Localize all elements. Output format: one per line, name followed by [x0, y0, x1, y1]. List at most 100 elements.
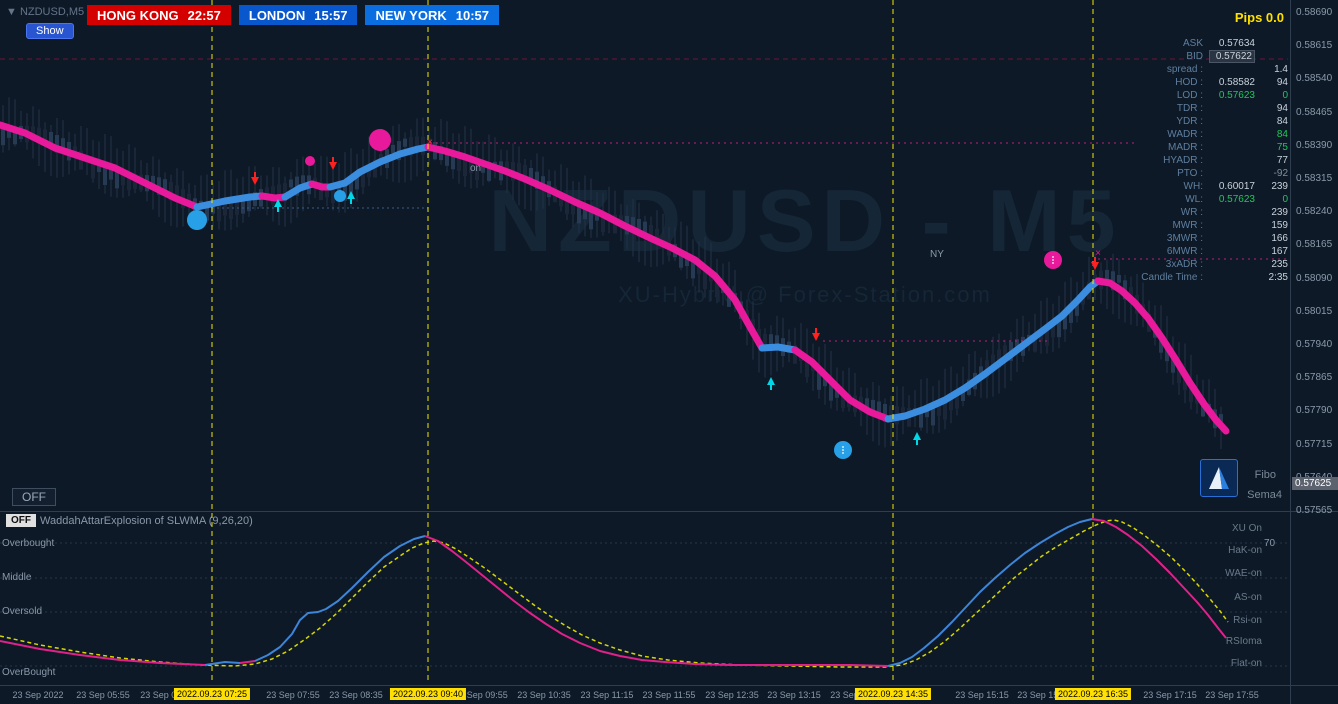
stat-label: TDR : [1176, 103, 1203, 114]
stat-label: WH: [1183, 181, 1203, 192]
stat-label: spread : [1166, 64, 1203, 75]
chart-annotation: on [470, 163, 482, 174]
time-label: 23 Sep 17:55 [1205, 690, 1259, 700]
svg-text:×: × [1095, 248, 1101, 259]
stat-label: WADR : [1167, 129, 1203, 140]
stat-row-lod: LOD : 0.57623 0 [1118, 89, 1288, 102]
toggle-wae-on[interactable]: WAE-on [1225, 568, 1262, 579]
price-label: 0.57790 [1296, 405, 1333, 417]
sema4-label[interactable]: Sema4 [1247, 489, 1282, 501]
stat-label: MWR : [1172, 220, 1203, 231]
session-time: 15:57 [314, 7, 348, 23]
indicator-level-label: Overbought [2, 538, 55, 549]
stat-label: HOD : [1175, 77, 1203, 88]
stat-label: MADR : [1168, 142, 1203, 153]
stat-row-ask: ASK 0.57634 [1118, 37, 1288, 50]
stat-label: Candle Time : [1141, 272, 1203, 283]
stat-row-wl: WL: 0.57623 0 [1118, 193, 1288, 206]
session-badge-new-york: NEW YORK 10:57 [365, 5, 499, 25]
time-label: 23 Sep 13:15 [767, 690, 821, 700]
stat-label: WL: [1185, 194, 1203, 205]
session-name: LONDON [248, 7, 306, 23]
stat-num: 75 [1276, 142, 1288, 153]
time-label: 23 Sep 11:15 [580, 690, 634, 700]
stat-row-hyadr: HYADR : 77 [1118, 154, 1288, 167]
price-label: 0.58240 [1296, 206, 1333, 218]
indicator-level-label: Middle [2, 572, 32, 583]
stat-row-wadr: WADR : 84 [1118, 128, 1288, 141]
price-chart[interactable]: ×× [0, 0, 1290, 686]
time-label: 23 Sep 17:15 [1143, 690, 1197, 700]
indicator-level-label: Oversold [2, 606, 43, 617]
stat-label: 3MWR : [1166, 233, 1203, 244]
session-time-highlight: 2022.09.23 16:35 [1054, 688, 1132, 700]
stat-num: 0 [1282, 90, 1288, 101]
stat-row-pto: PTO : -92 [1118, 167, 1288, 180]
price-label: 0.58165 [1296, 239, 1333, 251]
session-name: HONG KONG [97, 7, 179, 23]
stat-num: 239 [1271, 181, 1288, 192]
pips-counter: Pips 0.0 [1234, 10, 1284, 25]
session-badge-london: LONDON 15:57 [238, 5, 358, 25]
stat-num: 77 [1276, 155, 1288, 166]
time-label: 23 Sep 10:35 [517, 690, 571, 700]
toggle-hak-on[interactable]: HaK-on [1228, 545, 1262, 556]
stat-value: 0.60017 [1218, 181, 1255, 192]
price-label: 0.57565 [1296, 505, 1333, 516]
stat-num: 0 [1282, 194, 1288, 205]
session-time: 22:57 [187, 7, 221, 23]
fibo-label[interactable]: Fibo [1254, 469, 1276, 481]
axis-separator [0, 685, 1338, 686]
session-time: 10:57 [455, 7, 489, 23]
price-axis[interactable]: 0.58690 0.58615 0.58540 0.58465 0.58390 0.583… [1290, 0, 1338, 704]
pane-separator[interactable] [0, 511, 1338, 512]
indicator-scale-label: 70 [1264, 538, 1276, 549]
indicator-level-label: OverBought [2, 667, 56, 678]
chart-annotation: NY [930, 249, 944, 260]
price-label: 0.57715 [1296, 438, 1333, 450]
toggle-as-on[interactable]: AS-on [1234, 592, 1262, 603]
symbol-text: NZDUSD,M5 [19, 6, 85, 18]
time-axis[interactable]: 23 Sep 2022 23 Sep 05:55 23 Sep 06:35 23 Se… [0, 686, 1338, 704]
stat-row-mwr: MWR : 159 [1118, 219, 1288, 232]
stat-num: 2:35 [1268, 272, 1288, 283]
broker-logo [1200, 459, 1238, 497]
stat-row-3xadr: 3xADR : 235 [1118, 258, 1288, 271]
chart-off-toggle[interactable]: OFF [12, 488, 56, 506]
show-button[interactable]: Show [26, 23, 74, 39]
session-name: NEW YORK [375, 7, 447, 23]
stat-row-candletime: Candle Time : 2:35 [1118, 271, 1288, 284]
stat-num: 94 [1276, 77, 1288, 88]
toggle-rsi-on[interactable]: Rsi-on [1233, 615, 1262, 626]
svg-text:×: × [427, 137, 433, 148]
session-time-highlight: 2022.09.23 14:35 [854, 688, 932, 700]
time-label: 23 Sep 07:55 [266, 690, 320, 700]
time-label: 23 Sep 06:35 [140, 690, 194, 700]
stat-label: BID [1186, 51, 1203, 62]
symbol-label[interactable]: ▼ NZDUSD,M5 [6, 6, 84, 18]
stat-row-madr: MADR : 75 [1118, 141, 1288, 154]
price-label: 0.58540 [1296, 73, 1333, 85]
time-label: 23 Sep 09:55 [454, 690, 508, 700]
stat-row-ydr: YDR : 84 [1118, 115, 1288, 128]
toggle-xu-on[interactable]: XU On [1231, 523, 1262, 534]
toggle-flat-on[interactable]: Flat-on [1230, 658, 1262, 669]
time-label: 23 Sep 12:35 [705, 690, 759, 700]
stat-num: 159 [1271, 220, 1288, 231]
session-time-highlight: 2022.09.23 09:40 [389, 688, 467, 700]
stat-label: LOD : [1176, 90, 1203, 101]
session-time-highlight: 2022.09.23 07:25 [173, 688, 251, 700]
price-label: 0.58690 [1296, 7, 1333, 18]
stat-label: ASK [1182, 38, 1203, 49]
indicator-header: OFF WaddahAttarExplosion of SLWMA (9,26,… [6, 514, 253, 527]
toggle-rsioma[interactable]: RSIoma [1225, 636, 1262, 647]
stat-num: 167 [1271, 246, 1288, 257]
stat-num: 235 [1271, 259, 1288, 270]
indicator-title: WaddahAttarExplosion of SLWMA (9,26,20) [40, 514, 253, 527]
indicator-off-toggle[interactable]: OFF [6, 514, 36, 527]
stat-num: 239 [1271, 207, 1288, 218]
stat-value: 0.57634 [1218, 38, 1255, 49]
stat-row-spread: spread : 1.4 [1118, 63, 1288, 76]
time-label: 23 Sep 11:55 [642, 690, 696, 700]
